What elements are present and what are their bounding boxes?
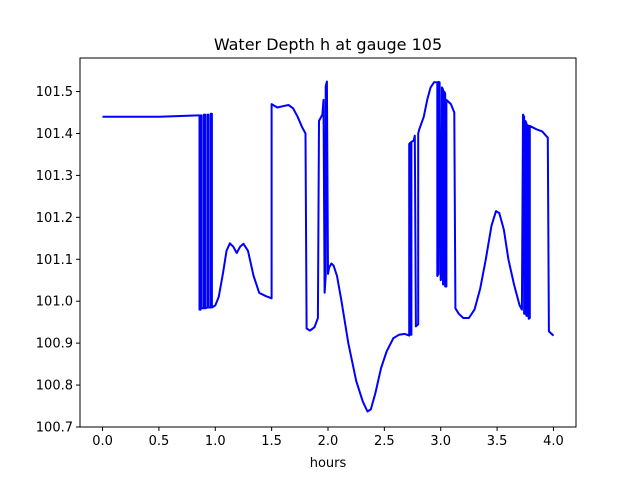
chart-title: Water Depth h at gauge 105 bbox=[214, 35, 442, 54]
x-tick-label: 0.0 bbox=[92, 434, 113, 449]
x-axis: 0.0 0.5 1.0 1.5 2.0 2.5 3.0 3.5 4.0 bbox=[92, 427, 564, 449]
y-tick-label: 101.3 bbox=[36, 169, 73, 184]
x-tick-label: 4.0 bbox=[543, 434, 564, 449]
x-axis-label: hours bbox=[310, 456, 347, 471]
y-tick-label: 101.4 bbox=[36, 127, 73, 142]
y-tick-label: 100.8 bbox=[36, 379, 73, 394]
y-tick-label: 101.2 bbox=[36, 211, 73, 226]
y-tick-label: 100.9 bbox=[36, 337, 73, 352]
x-tick-label: 1.5 bbox=[261, 434, 282, 449]
y-axis: 100.7 100.8 100.9 101.0 101.1 101.2 101.3 101.4… bbox=[36, 85, 80, 436]
x-tick-label: 0.5 bbox=[149, 434, 170, 449]
y-tick-label: 100.7 bbox=[36, 421, 73, 436]
series-line-water-depth bbox=[102, 80, 555, 413]
x-tick-label: 3.0 bbox=[430, 434, 451, 449]
x-tick-label: 2.5 bbox=[374, 434, 395, 449]
x-tick-label: 3.5 bbox=[487, 434, 508, 449]
y-tick-label: 101.5 bbox=[36, 85, 73, 100]
x-tick-label: 1.0 bbox=[205, 434, 226, 449]
y-tick-label: 101.1 bbox=[36, 253, 73, 268]
x-tick-label: 2.0 bbox=[318, 434, 339, 449]
y-tick-label: 101.0 bbox=[36, 295, 73, 310]
